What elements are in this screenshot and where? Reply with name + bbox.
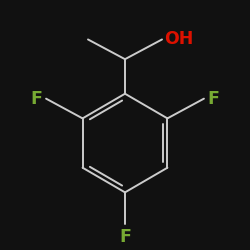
Text: F: F (119, 228, 131, 246)
Text: F: F (30, 90, 42, 108)
Text: OH: OH (164, 30, 194, 48)
Text: F: F (208, 90, 220, 108)
